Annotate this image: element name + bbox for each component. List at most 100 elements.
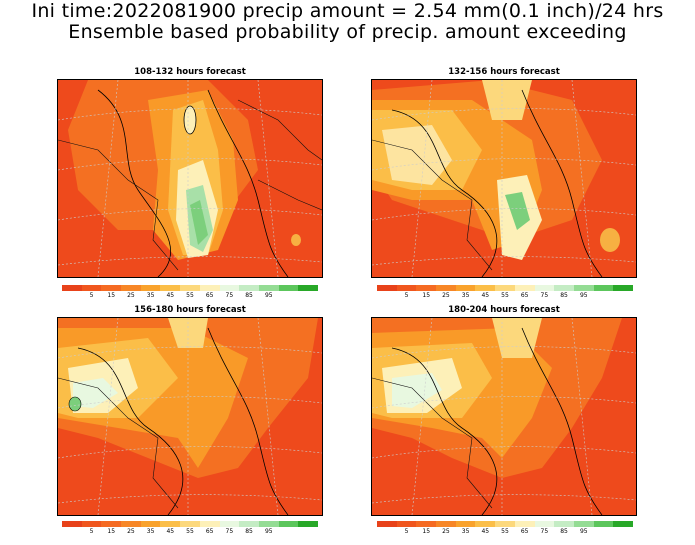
colorbar-segment [199, 521, 221, 527]
colorbar-segment [219, 521, 240, 527]
colorbar-segment [377, 521, 398, 527]
colorbar-segment [298, 285, 319, 291]
colorbar-label: 85 [245, 292, 253, 299]
colorbar-label: 35 [146, 292, 155, 299]
colorbar-segment [219, 285, 240, 291]
colorbar-segment [534, 285, 555, 291]
colorbar-segment [396, 521, 417, 527]
colorbar-segment [416, 521, 437, 527]
colorbar-label: 15 [107, 292, 116, 299]
map-panel-2 [371, 79, 637, 278]
panel-title-2: 132-156 hours forecast [448, 67, 560, 77]
colorbar-segment [258, 285, 280, 291]
main-title-line-2: Ensemble based probability of precip. am… [68, 21, 627, 43]
colorbar-segment [239, 521, 260, 527]
colorbar-label: 85 [560, 292, 568, 299]
colorbar-label: 35 [146, 528, 155, 535]
colorbar-segment [160, 285, 181, 291]
colorbar-segment [436, 285, 457, 291]
colorbar-segment [140, 521, 161, 527]
colorbar-segment [455, 285, 476, 291]
colorbar-segment [593, 285, 614, 291]
colorbar-segment [455, 521, 476, 527]
colorbar-segment [495, 285, 516, 291]
colorbar-label: 5 [404, 292, 409, 299]
colorbar-label: 25 [127, 292, 135, 299]
colorbar-segment [534, 521, 555, 527]
colorbar-segment [62, 521, 83, 527]
colorbar-segment [573, 285, 595, 291]
panel-title-4: 180-204 hours forecast [448, 305, 560, 315]
colorbar-label: 55 [186, 292, 194, 299]
colorbar-label: 35 [461, 292, 470, 299]
colorbar-label: 25 [127, 528, 135, 535]
colorbar-label: 55 [501, 528, 509, 535]
colorbar-label: 75 [225, 528, 234, 535]
colorbar-label: 85 [560, 528, 568, 535]
colorbar-label: 85 [245, 528, 253, 535]
colorbar-label: 75 [225, 292, 234, 299]
colorbar-segment [573, 521, 595, 527]
colorbar-segment [258, 521, 280, 527]
colorbar-segment [278, 521, 299, 527]
colorbar-label: 65 [205, 528, 214, 535]
colorbar-label: 15 [422, 292, 431, 299]
colorbar-segment [613, 285, 634, 291]
panel-title-3: 156-180 hours forecast [134, 305, 246, 315]
colorbar-label: 95 [579, 528, 588, 535]
colorbar-label: 45 [166, 528, 175, 535]
colorbar-segment [121, 285, 142, 291]
colorbar-segment [81, 285, 102, 291]
colorbar-segment [436, 521, 457, 527]
colorbar-segment [554, 521, 575, 527]
map-panel-1 [57, 79, 323, 278]
colorbar-label: 65 [205, 292, 214, 299]
colorbar-label: 5 [404, 528, 409, 535]
colorbar-label: 25 [442, 528, 450, 535]
colorbar-segment [160, 521, 181, 527]
colorbar-label: 65 [520, 528, 529, 535]
colorbar-segment [475, 521, 496, 527]
colorbar-label: 5 [89, 292, 94, 299]
colorbar-label: 25 [442, 292, 450, 299]
colorbar-segment [298, 521, 319, 527]
colorbar-2: 5 15 25 35 45 55 65 75 85 95 [377, 285, 634, 301]
colorbar-segment [140, 285, 161, 291]
colorbar-segment [180, 521, 201, 527]
colorbar-segment [514, 285, 536, 291]
colorbar-segment [377, 285, 398, 291]
colorbar-segment [81, 521, 102, 527]
colorbar-segment [613, 521, 634, 527]
map-panel-4 [371, 317, 637, 516]
colorbar-label: 5 [89, 528, 94, 535]
colorbar-segment [62, 285, 83, 291]
colorbar-3: 5 15 25 35 45 55 65 75 85 95 [62, 521, 319, 537]
colorbar-segment [180, 285, 201, 291]
panel-title-1: 108-132 hours forecast [134, 67, 246, 77]
colorbar-segment [278, 285, 299, 291]
colorbar-segment [495, 521, 516, 527]
map-panel-3 [57, 317, 323, 516]
colorbar-label: 15 [107, 528, 116, 535]
colorbar-label: 15 [422, 528, 431, 535]
colorbar-segment [239, 285, 260, 291]
colorbar-label: 95 [579, 292, 588, 299]
colorbar-segment [101, 521, 122, 527]
colorbar-segment [514, 521, 536, 527]
colorbar-label: 65 [520, 292, 529, 299]
colorbar-segment [593, 521, 614, 527]
main-title-line-1: Ini time:2022081900 precip amount = 2.54… [31, 0, 664, 22]
colorbar-label: 95 [264, 292, 273, 299]
colorbar-1: 5 15 25 35 45 55 65 75 85 95 [62, 285, 319, 301]
colorbar-segment [101, 285, 122, 291]
colorbar-segment [554, 285, 575, 291]
colorbar-label: 45 [481, 292, 490, 299]
colorbar-segment [199, 285, 221, 291]
colorbar-label: 45 [166, 292, 175, 299]
colorbar-label: 55 [186, 528, 194, 535]
colorbar-segment [416, 285, 437, 291]
colorbar-segment [121, 521, 142, 527]
colorbar-label: 95 [264, 528, 273, 535]
colorbar-label: 75 [540, 292, 549, 299]
colorbar-segment [475, 285, 496, 291]
